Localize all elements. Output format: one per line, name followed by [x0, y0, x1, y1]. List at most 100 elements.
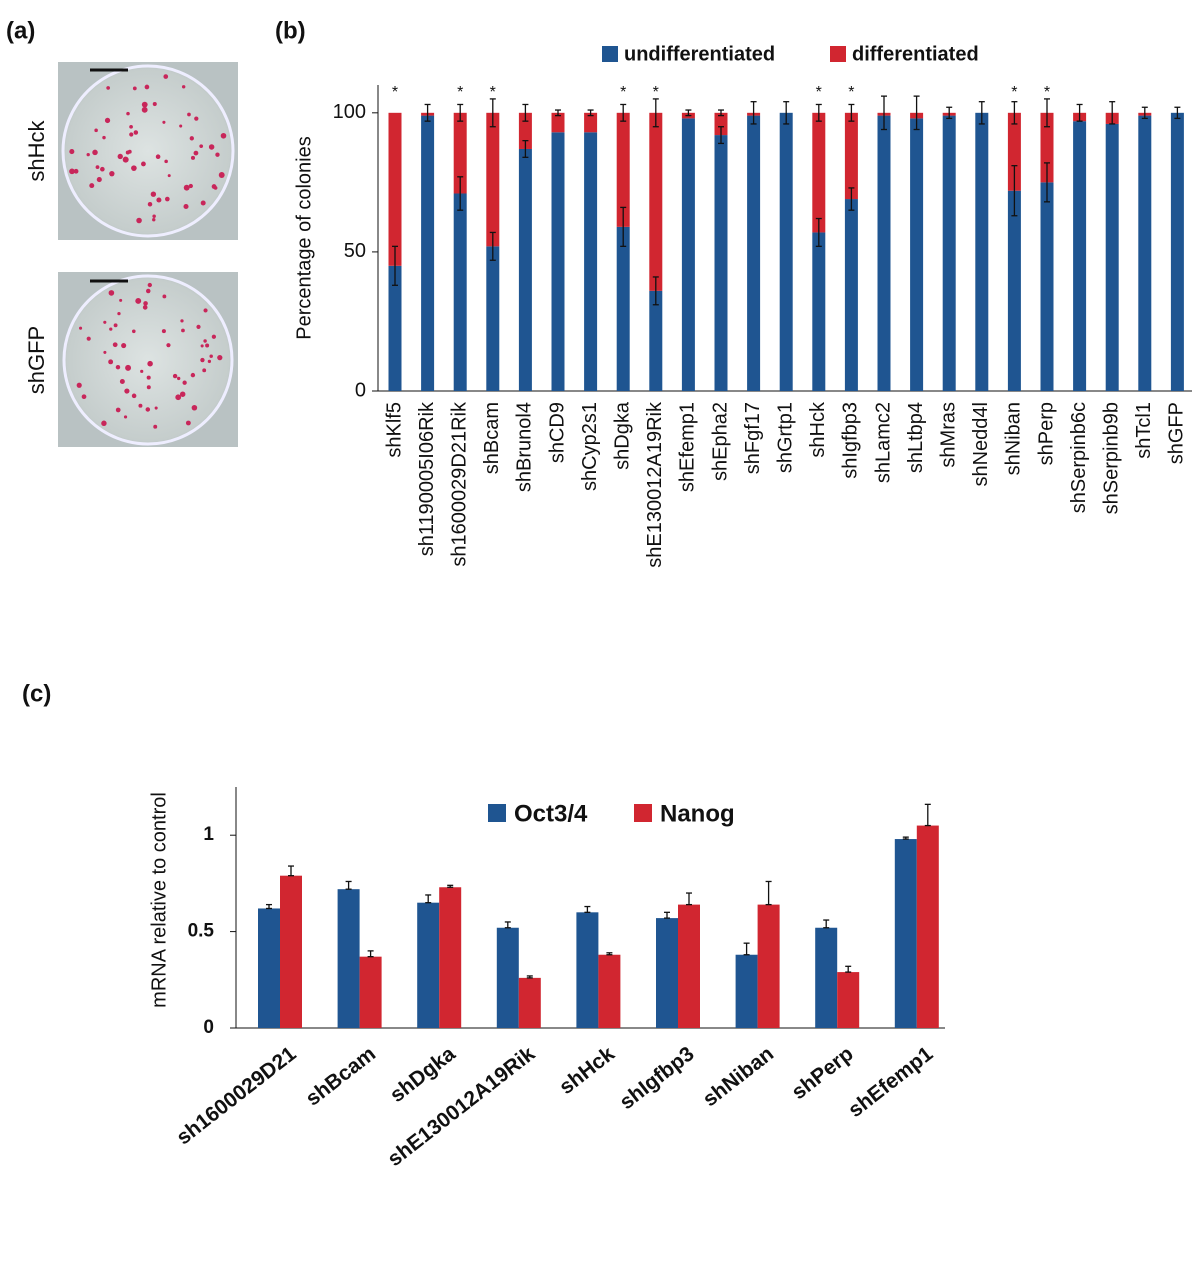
x-tick-label: shTcl1: [1133, 402, 1155, 459]
colony: [94, 128, 98, 133]
significance: *: [1044, 84, 1050, 101]
colony: [135, 298, 142, 304]
y-axis-label: Percentage of colonies: [293, 136, 315, 339]
x-tick-label: shNiban: [699, 1042, 778, 1111]
colony: [194, 116, 199, 121]
bar: [815, 927, 838, 1028]
colony: [189, 136, 194, 141]
x-tick-label: shPerp: [1035, 402, 1057, 465]
colony: [218, 172, 225, 178]
significance: *: [816, 84, 822, 101]
colony: [202, 368, 207, 373]
colony: [185, 420, 191, 426]
colony: [217, 355, 223, 361]
x-tick-label: sh1600029D21Rik: [448, 401, 470, 567]
colony: [144, 84, 150, 90]
colony: [188, 183, 193, 189]
colony: [121, 342, 127, 349]
colony: [179, 391, 186, 397]
panel-label: (c): [22, 680, 51, 707]
bar: [439, 887, 462, 1028]
colony: [131, 393, 137, 399]
x-tick-label: shMras: [937, 402, 959, 468]
colony: [138, 403, 143, 408]
colony: [133, 130, 139, 135]
bar-segment: [844, 112, 858, 200]
dish: [62, 274, 234, 446]
bar-segment: [1040, 182, 1054, 391]
colony: [183, 203, 189, 210]
bar-segment: [649, 290, 663, 391]
colony: [208, 144, 215, 150]
colony: [145, 407, 151, 412]
colony: [156, 197, 162, 203]
colony: [140, 369, 144, 373]
x-tick-label: shIgfbp3: [615, 1042, 698, 1114]
bar-segment: [714, 112, 728, 136]
bar: [656, 918, 678, 1028]
bar-segment: [518, 112, 532, 149]
bar-segment: [812, 112, 826, 233]
colony: [209, 354, 213, 358]
x-tick-label: shLtbp4: [905, 402, 927, 473]
colony: [69, 168, 75, 175]
significance: *: [653, 84, 659, 101]
bar-segment: [486, 246, 500, 391]
y-tick-label: 100: [333, 101, 366, 123]
colony: [132, 329, 136, 334]
legend-swatch: [634, 804, 652, 822]
colony: [108, 290, 115, 296]
x-tick-label: shEfemp1: [677, 402, 699, 492]
bar: [916, 825, 939, 1028]
colony: [196, 324, 201, 329]
colony: [131, 165, 137, 171]
legend-label: differentiated: [852, 43, 979, 65]
x-tick-label: shBcam: [481, 402, 503, 474]
colony: [152, 214, 156, 219]
x-tick-label: shBcam: [302, 1042, 381, 1110]
bar: [359, 956, 382, 1028]
colony: [162, 120, 166, 124]
colony: [125, 364, 132, 371]
colony: [203, 339, 207, 343]
colony: [181, 328, 185, 333]
y-tick-label: 0: [203, 1017, 214, 1038]
colony: [129, 124, 133, 129]
colony: [220, 132, 227, 139]
bar: [598, 954, 621, 1028]
bar-segment: [681, 118, 695, 391]
significance: *: [848, 84, 854, 101]
x-tick-label: shDgka: [386, 1042, 460, 1107]
bar-segment: [1105, 123, 1119, 391]
bar: [757, 904, 780, 1028]
colony: [205, 343, 210, 348]
colony: [81, 394, 87, 400]
bar-segment: [453, 112, 467, 194]
colony: [200, 200, 206, 206]
bar-segment: [877, 115, 891, 391]
colony: [117, 312, 121, 316]
x-tick-label: shGFP: [1166, 402, 1188, 464]
bar-segment: [714, 135, 728, 391]
colony: [101, 420, 107, 427]
colony: [100, 166, 105, 172]
bar-segment: [942, 115, 956, 391]
colony: [119, 298, 123, 302]
bar-segment: [1007, 112, 1021, 191]
x-tick-label: shPerp: [787, 1042, 857, 1104]
colony: [152, 218, 156, 222]
bar-segment: [584, 132, 598, 392]
x-tick-label: shHck: [555, 1042, 619, 1099]
legend-swatch: [602, 46, 618, 62]
bar-segment: [649, 112, 663, 291]
bar: [337, 889, 360, 1028]
bar-segment: [453, 193, 467, 391]
bar-segment: [421, 115, 435, 391]
y-tick-label: 50: [344, 240, 366, 262]
x-tick-label: shEfemp1: [844, 1042, 938, 1122]
colony: [199, 144, 204, 149]
panel-label: (b): [275, 17, 306, 44]
colony: [69, 149, 75, 155]
x-tick-label: shSerpinb6c: [1068, 402, 1090, 513]
